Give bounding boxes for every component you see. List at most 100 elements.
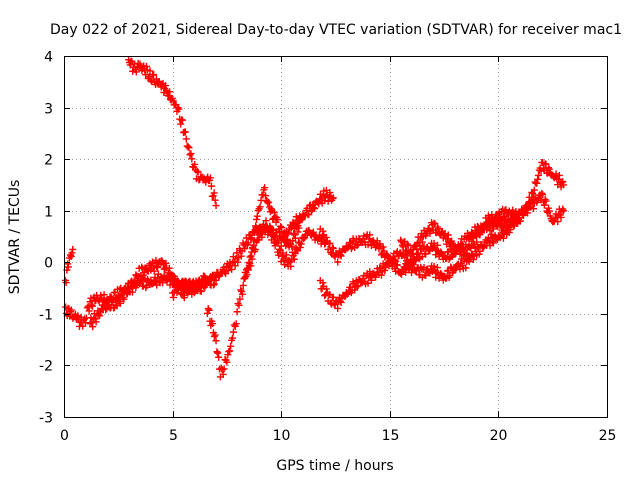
data-point [187, 150, 195, 158]
data-point [69, 245, 77, 253]
data-point [327, 299, 335, 307]
data-point [506, 226, 514, 234]
data-point [143, 62, 151, 70]
data-point [177, 120, 185, 128]
data-point [88, 319, 96, 327]
data-point [299, 212, 307, 220]
data-point [249, 244, 257, 252]
data-point [279, 232, 287, 240]
data-point [539, 191, 547, 199]
data-point [253, 212, 261, 220]
data-point [322, 233, 330, 241]
data-point [432, 273, 440, 281]
data-point [557, 213, 565, 221]
data-point [287, 262, 295, 270]
data-point [116, 299, 124, 307]
data-point [204, 278, 212, 286]
data-point [152, 278, 160, 286]
data-point [64, 263, 72, 271]
x-tick-label: 15 [382, 428, 400, 444]
data-point [147, 76, 155, 84]
y-tick-label: 2 [44, 153, 53, 169]
data-point [319, 279, 327, 287]
data-point [278, 252, 286, 260]
data-point [224, 267, 232, 275]
data-point [414, 249, 422, 257]
data-point [74, 312, 82, 320]
data-point [322, 285, 330, 293]
data-point [462, 264, 470, 272]
data-point [530, 186, 538, 194]
data-point [64, 260, 72, 268]
data-point [280, 229, 288, 237]
data-point [252, 215, 260, 223]
data-point [210, 189, 218, 197]
data-point [519, 211, 527, 219]
data-point [391, 256, 399, 264]
data-point [169, 97, 177, 105]
data-point [92, 318, 100, 326]
data-point [310, 204, 318, 212]
data-point [120, 295, 128, 303]
data-point [237, 286, 245, 294]
x-tick-label: 25 [599, 428, 617, 444]
data-point [270, 209, 278, 217]
data-point [234, 258, 242, 266]
data-point [476, 247, 484, 255]
data-point [204, 305, 212, 313]
data-point [248, 244, 256, 252]
data-point [441, 230, 449, 238]
data-point [277, 222, 285, 230]
series-arc-i [316, 189, 568, 312]
data-point [559, 178, 567, 186]
axis-ticks [64, 56, 608, 418]
data-point [233, 308, 241, 316]
data-point [542, 197, 550, 205]
data-point [266, 208, 274, 216]
data-point [433, 241, 441, 249]
data-point [175, 105, 183, 113]
data-point [248, 255, 256, 263]
data-point [393, 261, 401, 269]
data-point [248, 248, 256, 256]
data-point [337, 298, 345, 306]
data-point [213, 348, 221, 356]
data-point [555, 171, 563, 179]
data-point [146, 67, 154, 75]
data-point [283, 236, 291, 244]
data-point [403, 240, 411, 248]
series-arc-d [125, 56, 220, 210]
data-point [162, 259, 170, 267]
data-point [88, 301, 96, 309]
data-point [243, 271, 251, 279]
data-point [397, 236, 405, 244]
series-arc-h [316, 158, 568, 278]
data-point [210, 332, 218, 340]
data-point [418, 238, 426, 246]
data-point [205, 306, 213, 314]
series-arc-c [86, 256, 209, 331]
data-point [283, 235, 291, 243]
data-point [334, 304, 342, 312]
y-tick-label: 3 [44, 102, 53, 118]
data-point [298, 216, 306, 224]
data-point [197, 287, 205, 295]
data-point [534, 175, 542, 183]
data-point [247, 262, 255, 270]
data-point [211, 273, 219, 281]
data-point [480, 226, 488, 234]
data-point [89, 302, 97, 310]
data-point [158, 257, 166, 265]
data-point [134, 277, 142, 285]
y-tick-label: 4 [44, 50, 53, 66]
data-point [180, 294, 188, 302]
grid-lines [64, 56, 607, 417]
data-point [237, 252, 245, 260]
data-point [512, 207, 520, 215]
data-point [329, 194, 337, 202]
data-point [123, 289, 131, 297]
data-point [162, 82, 170, 90]
data-point [392, 257, 400, 265]
plot-frame [64, 56, 608, 418]
data-point [288, 242, 296, 250]
